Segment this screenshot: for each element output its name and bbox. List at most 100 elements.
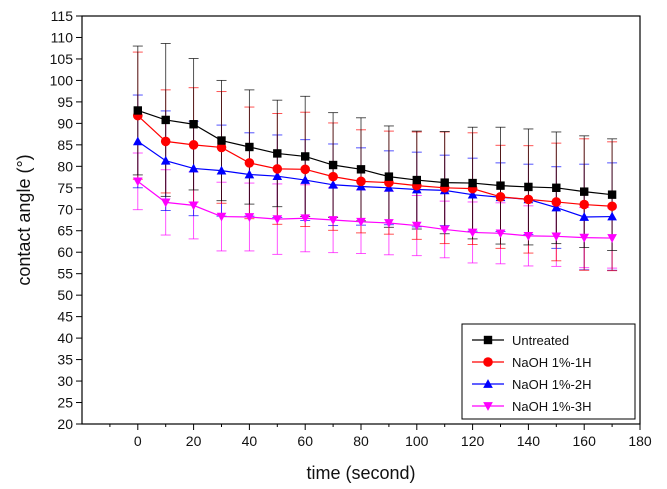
data-point [244, 213, 255, 222]
data-point [328, 160, 338, 170]
series-line [137, 140, 613, 218]
data-point [217, 136, 226, 145]
data-point [467, 189, 478, 199]
x-tick-label: 120 [461, 433, 485, 449]
y-tick-label: 30 [57, 373, 73, 389]
legend-label: NaOH 1%-2H [512, 377, 591, 392]
data-point [132, 136, 143, 146]
data-point [579, 212, 590, 221]
data-point [160, 136, 171, 147]
data-point [523, 232, 534, 241]
y-tick-label: 80 [57, 158, 73, 174]
x-tick-label: 20 [186, 433, 202, 449]
data-point [216, 212, 227, 222]
data-point [216, 142, 227, 153]
x-tick-label: 160 [573, 433, 597, 449]
y-tick-label: 70 [57, 201, 73, 217]
data-point [551, 202, 562, 212]
data-point [579, 199, 589, 210]
data-point [301, 152, 310, 161]
data-point [300, 214, 311, 224]
data-point [244, 169, 255, 179]
data-point [607, 201, 617, 212]
y-tick-label: 85 [57, 137, 73, 153]
x-tick-label: 140 [517, 433, 541, 449]
data-point [523, 194, 534, 205]
y-axis: 20 25 30 35 40 45 50 55 60 65 70 75 80 85 90 95 100 105 11… [50, 8, 82, 432]
x-tick-label: 40 [242, 433, 258, 449]
series-lines-layer [137, 109, 613, 239]
data-point [439, 225, 450, 235]
legend-label: NaOH 1%-1H [512, 355, 591, 370]
data-point [411, 221, 422, 231]
y-tick-label: 105 [50, 51, 74, 67]
data-point [495, 229, 506, 239]
data-point [384, 172, 394, 181]
legend: Untreated NaOH 1%-1H NaOH 1%-2H NaOH 1%-3H [461, 323, 636, 420]
data-point [607, 211, 617, 221]
data-point [160, 198, 171, 208]
data-point [273, 149, 282, 158]
data-point [216, 165, 227, 175]
data-point [607, 234, 617, 243]
y-tick-label: 100 [50, 72, 74, 88]
data-point [132, 177, 143, 187]
x-tick-label: 180 [628, 433, 652, 449]
x-tick-label: 100 [405, 433, 429, 449]
y-tick-label: 55 [57, 266, 73, 282]
y-tick-label: 75 [57, 180, 73, 196]
data-point [495, 192, 506, 202]
x-tick-label: 0 [134, 433, 142, 449]
y-tick-label: 45 [57, 309, 73, 325]
data-point [356, 217, 366, 227]
data-point [384, 219, 394, 228]
y-tick-label: 95 [57, 94, 73, 110]
x-tick-label: 80 [353, 433, 369, 449]
legend-swatch-marker [483, 357, 493, 367]
data-point [328, 179, 338, 189]
data-point [272, 215, 283, 224]
data-point [161, 115, 170, 125]
data-point [467, 228, 478, 238]
data-point [300, 175, 311, 184]
data-point [189, 120, 198, 129]
data-point [468, 178, 477, 188]
data-point [356, 165, 366, 174]
data-point [188, 163, 199, 173]
series-line [137, 180, 613, 239]
x-axis-title: time (second) [306, 463, 415, 483]
data-point [300, 164, 311, 175]
data-point [580, 187, 589, 196]
markers-layer [132, 106, 617, 243]
y-tick-label: 65 [57, 223, 73, 239]
data-point [245, 142, 254, 152]
data-point [524, 182, 533, 192]
y-tick-label: 20 [57, 416, 73, 432]
data-point [272, 164, 283, 174]
x-tick-label: 60 [297, 433, 313, 449]
data-point [551, 232, 562, 242]
data-point [607, 190, 617, 199]
y-tick-label: 25 [57, 395, 73, 411]
data-point [579, 233, 590, 243]
data-point [440, 178, 449, 187]
data-point [160, 155, 171, 165]
y-tick-label: 50 [57, 287, 73, 303]
data-point [133, 106, 142, 115]
y-tick-label: 115 [51, 8, 74, 24]
data-point [188, 201, 199, 211]
y-tick-label: 90 [57, 115, 73, 131]
data-point [188, 140, 199, 150]
data-point [356, 176, 366, 187]
y-tick-label: 40 [57, 330, 73, 346]
data-point [412, 175, 421, 185]
y-tick-label: 60 [57, 244, 73, 260]
series-line [137, 109, 613, 196]
data-point [551, 197, 562, 207]
x-axis: 0 20 40 60 80 100 120 140 160 180 [109, 424, 652, 449]
legend-label: NaOH 1%-3H [512, 399, 591, 414]
data-point [244, 158, 255, 168]
legend-swatch-marker [483, 335, 493, 345]
legend-label: Untreated [512, 333, 569, 348]
